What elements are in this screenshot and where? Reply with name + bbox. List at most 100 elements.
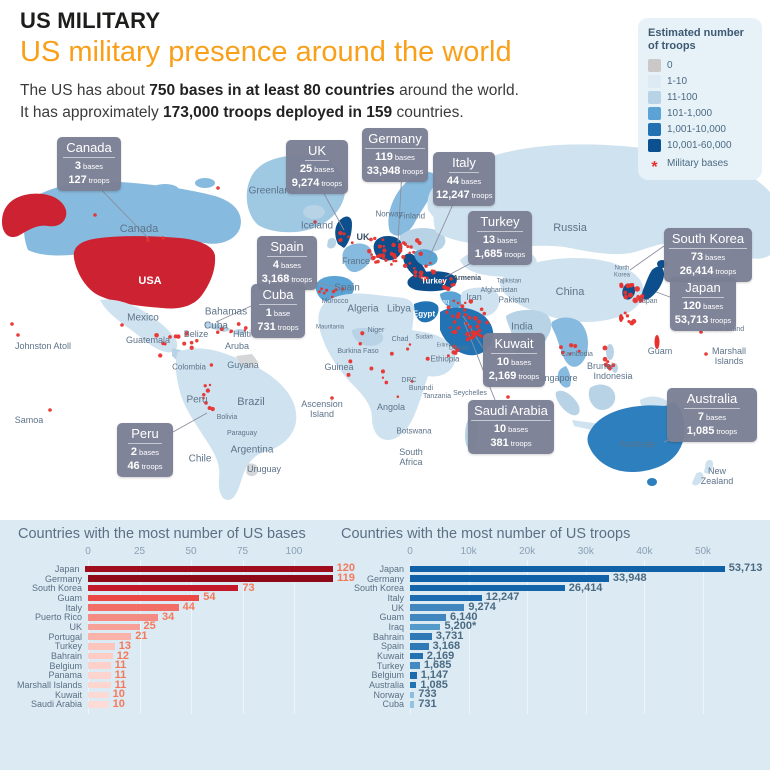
arctic-islands xyxy=(151,184,179,196)
chart-row-uk: UK 25 xyxy=(15,621,355,632)
bar xyxy=(410,701,415,708)
bar-label: Iraq xyxy=(388,621,404,632)
bar-label: Turkey xyxy=(54,641,82,652)
legend-swatch xyxy=(648,75,661,89)
bar-label: Cuba xyxy=(382,699,404,710)
bar-value: 1,085 xyxy=(420,678,448,691)
legend-item-label: 0 xyxy=(667,60,673,72)
chart-row-guam: Guam 6,140 xyxy=(338,610,768,623)
axis-tick-label: 0 xyxy=(407,546,413,557)
chart-row-belgium: Belgium 11 xyxy=(15,660,355,671)
bar-label: Guam xyxy=(379,612,404,623)
legend-item-label: 1,001-10,000 xyxy=(667,124,726,136)
bar xyxy=(410,652,423,660)
chart-rows: Japan 53,713 Germany 33,948 South Korea 26,41… xyxy=(338,562,768,710)
axis-tick-label: 20k xyxy=(519,546,536,557)
gridline xyxy=(703,560,704,714)
callout-country-name: Germany xyxy=(365,131,425,149)
callout-turkey: Turkey 13 bases 1,685 troops xyxy=(468,211,532,266)
callout-bases: 2 bases xyxy=(130,445,160,458)
callout-bases: 119 bases xyxy=(375,150,415,163)
chart-row-bahrain: Bahrain 12 xyxy=(15,650,355,661)
callout-germany: Germany 119 bases 33,948 troops xyxy=(362,128,428,183)
bar xyxy=(88,652,113,660)
legend-item: 101-1,000 xyxy=(648,107,754,121)
region-southeast-asia xyxy=(551,317,588,367)
island-sumatra xyxy=(555,390,580,416)
axis-tick-label: 40k xyxy=(636,546,653,557)
bar xyxy=(88,584,239,592)
bar xyxy=(410,691,415,699)
callout-bases: 1 base xyxy=(265,306,291,319)
callout-peru: Peru 2 bases 46 troops xyxy=(117,423,173,478)
country-shape-france xyxy=(342,243,372,273)
chart-row-belgium: Belgium 1,147 xyxy=(338,669,768,681)
chart-row-puerto-rico: Puerto Rico 34 xyxy=(15,611,355,622)
gridline xyxy=(585,560,587,714)
axis-tick-label: 30k xyxy=(577,546,594,557)
chart-row-bahrain: Bahrain 3,731 xyxy=(338,631,768,642)
region-malay-peninsula xyxy=(557,366,571,388)
callout-country-name: South Korea xyxy=(668,231,748,249)
chart-row-italy: Italy 12,247 xyxy=(338,591,768,604)
bar xyxy=(88,691,109,699)
callout-country-name: Saudi Arabia xyxy=(471,403,551,421)
gridline xyxy=(139,560,141,714)
legend-item: 1-10 xyxy=(648,75,754,89)
bar-label: Belgium xyxy=(371,670,404,681)
callout-country-name: UK xyxy=(304,143,330,161)
chart-troops-title: Countries with the most number of US tro… xyxy=(341,526,631,542)
arctic-islands xyxy=(195,178,215,188)
legend-item: 1,001-10,000 xyxy=(648,123,754,137)
bar xyxy=(88,662,111,669)
bar-label: Kuwait xyxy=(376,651,404,662)
chart-row-turkey: Turkey 13 xyxy=(15,640,355,652)
legend-item-label: 1-10 xyxy=(667,76,688,88)
chart-row-marshall-islands: Marshall Islands 11 xyxy=(15,678,355,691)
bar-value: 53,713 xyxy=(728,562,763,575)
bar-label: Norway xyxy=(373,689,404,700)
chart-row-south-korea: South Korea 26,414 xyxy=(338,582,768,594)
bar-value: 11 xyxy=(114,678,127,691)
gridline xyxy=(191,560,192,714)
bar-value: 10 xyxy=(112,688,125,701)
bar-label: Panama xyxy=(48,670,82,681)
intro-t3: It has approximately xyxy=(20,103,164,121)
bar-value: 120 xyxy=(336,562,355,575)
bar-value: 6,140 xyxy=(449,610,478,623)
country-shape-alaska xyxy=(2,193,67,238)
bar xyxy=(88,594,200,602)
bar-label: South Korea xyxy=(353,583,404,594)
chart-rows: Japan 120 Germany 119 South Korea 73 Guam 54 Ita… xyxy=(15,562,355,710)
callout-troops: 33,948 troops xyxy=(366,164,424,177)
bar-value: 12,247 xyxy=(485,591,520,604)
chart-row-iraq: Iraq 5,200* xyxy=(338,621,768,632)
chart-row-japan: Japan 53,713 xyxy=(338,562,768,575)
axis-tick-label: 75 xyxy=(236,546,249,557)
bar-value: 119 xyxy=(337,572,355,585)
gridline xyxy=(294,560,295,714)
bar-label: Kuwait xyxy=(54,689,82,700)
bar-value: 10 xyxy=(112,697,125,710)
bar-value: 11 xyxy=(114,668,127,681)
gridline xyxy=(468,560,470,714)
island-philippines xyxy=(606,344,614,360)
gridline xyxy=(527,560,529,714)
chart-row-germany: Germany 119 xyxy=(15,572,355,585)
chart-row-kuwait: Kuwait 2,169 xyxy=(338,650,768,662)
gridline xyxy=(644,560,646,714)
legend-swatch xyxy=(648,59,661,73)
legend-items: 0 1-10 11-100 101-1,000 1,001-10,000 10,001-6… xyxy=(648,59,754,153)
callout-bases: 44 bases xyxy=(446,174,482,187)
callout-country-name: Italy xyxy=(449,155,479,173)
bar-label: Turkey xyxy=(376,660,404,671)
axis-tick-label: 10k xyxy=(460,546,477,557)
bar-label: Germany xyxy=(366,573,404,584)
bar xyxy=(410,575,609,582)
callout-country-name: Turkey xyxy=(477,214,523,232)
country-shape-iceland xyxy=(303,205,325,219)
callout-japan: Japan 120 bases 53,713 troops xyxy=(670,277,736,332)
bar-label: Italy xyxy=(387,592,404,603)
chart-row-germany: Germany 33,948 xyxy=(338,573,768,584)
bar-label: South Korea xyxy=(31,583,82,594)
